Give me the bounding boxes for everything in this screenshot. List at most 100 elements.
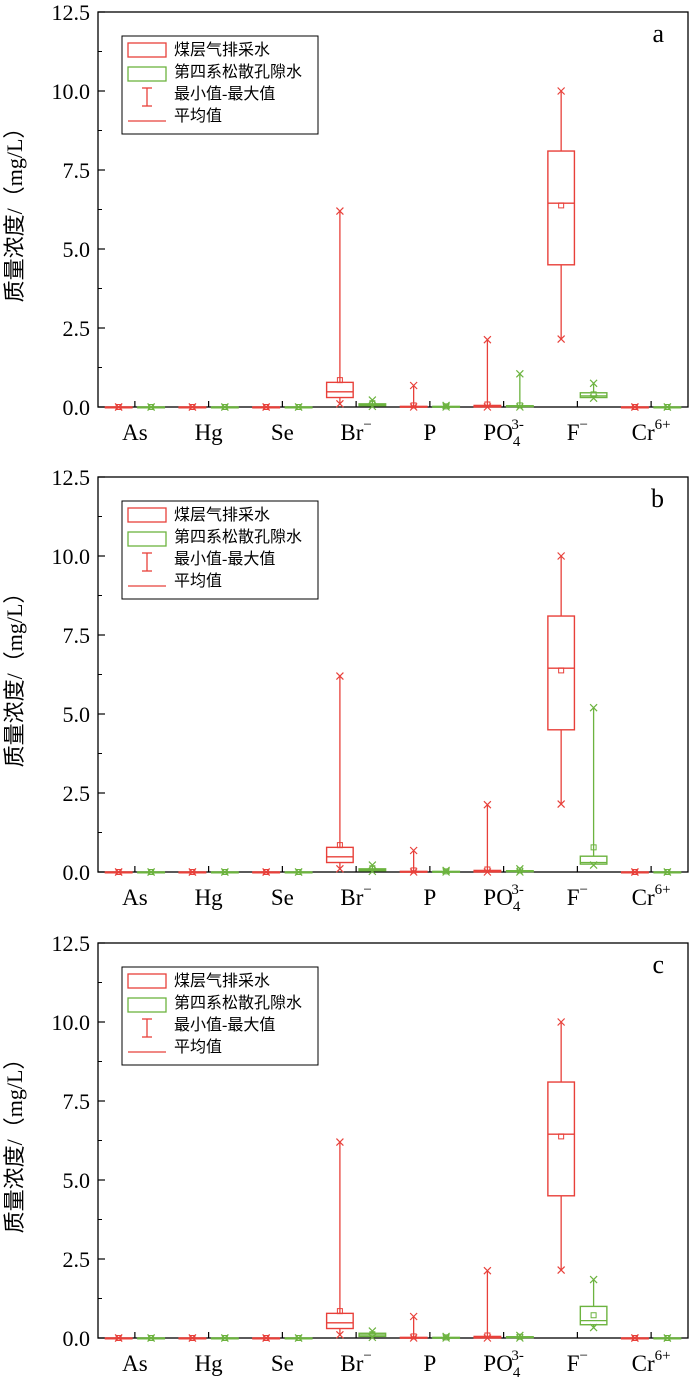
max-marker xyxy=(335,672,344,681)
box-quaternary xyxy=(137,403,166,411)
mean-marker xyxy=(115,869,122,875)
mean-marker xyxy=(631,1335,638,1341)
box-coalbed xyxy=(252,1334,281,1342)
min-marker xyxy=(515,1334,524,1342)
mean-marker xyxy=(590,844,597,851)
mean-marker xyxy=(295,404,302,410)
max-marker xyxy=(442,866,451,875)
legend-item-label: 平均值 xyxy=(174,107,222,125)
min-marker xyxy=(442,868,451,876)
box-iqr xyxy=(325,381,354,399)
min-marker xyxy=(483,868,492,876)
min-marker xyxy=(147,403,156,411)
box-quaternary xyxy=(653,403,682,411)
mean-marker xyxy=(516,402,523,409)
min-marker xyxy=(114,1334,123,1342)
box-quaternary xyxy=(432,401,461,411)
max-marker xyxy=(368,861,377,869)
max-marker xyxy=(368,1327,377,1335)
box-coalbed xyxy=(620,403,649,411)
max-marker xyxy=(368,396,377,404)
max-marker xyxy=(557,87,566,95)
max-marker xyxy=(515,1331,524,1340)
min-marker xyxy=(368,867,377,876)
y-tick-label: 5.0 xyxy=(63,702,91,727)
box-coalbed xyxy=(178,1334,207,1342)
mean-marker xyxy=(443,868,450,875)
x-tick-label: PO43- xyxy=(483,882,523,915)
y-tick-label: 0.0 xyxy=(63,860,91,885)
mean-marker xyxy=(189,1335,196,1341)
legend-item-label: 最小值-最大值 xyxy=(174,550,275,568)
mean-marker xyxy=(443,403,450,410)
x-tick-label: Hg xyxy=(195,420,224,445)
x-tick-label: PO43- xyxy=(483,1348,523,1377)
min-marker xyxy=(515,403,524,411)
min-marker xyxy=(663,868,672,876)
min-marker xyxy=(630,868,639,876)
mean-marker xyxy=(148,404,155,410)
chart-panel-b: 0.0 2.5 5.0 7.5 10.0 12.5 质量浓度/（mg/L） As Hg Se Br−… xyxy=(2,465,689,915)
mean-marker xyxy=(558,202,565,209)
x-tick-label: Br− xyxy=(340,1348,371,1376)
x-tick-label: Br− xyxy=(340,882,371,910)
min-marker xyxy=(262,403,271,411)
mean-marker xyxy=(263,404,270,410)
x-tick-label: Hg xyxy=(195,885,224,910)
y-tick-label: 2.5 xyxy=(63,316,91,341)
box-quaternary xyxy=(284,868,313,876)
x-tick-label: F− xyxy=(567,882,588,910)
y-tick-label: 7.5 xyxy=(63,623,91,648)
min-marker xyxy=(335,864,344,873)
box-iqr xyxy=(579,1305,608,1326)
box-coalbed xyxy=(325,1138,354,1339)
legend-item-label: 第四系松散孔隙水 xyxy=(174,63,302,81)
min-marker xyxy=(220,403,229,411)
x-tick-label: Br− xyxy=(340,417,371,445)
box-coalbed xyxy=(252,868,281,876)
x-tick-label: P xyxy=(423,420,436,445)
legend-swatch-quaternary xyxy=(127,531,167,547)
min-marker xyxy=(294,403,303,411)
box-quaternary xyxy=(358,1327,387,1342)
min-marker xyxy=(220,1334,229,1342)
mean-marker xyxy=(664,1335,671,1341)
y-tick-label: 10.0 xyxy=(52,1010,91,1035)
box-quaternary xyxy=(432,1332,461,1342)
legend-swatch-coalbed xyxy=(127,973,167,989)
min-marker xyxy=(630,403,639,411)
box-quaternary xyxy=(653,1334,682,1342)
max-marker xyxy=(483,1266,492,1275)
box-iqr xyxy=(547,615,576,731)
box-coalbed xyxy=(178,868,207,876)
mean-marker xyxy=(590,391,597,398)
y-tick-label: 10.0 xyxy=(52,544,91,569)
box-quaternary xyxy=(137,1334,166,1342)
mean-marker xyxy=(148,1335,155,1341)
mean-marker xyxy=(443,1334,450,1341)
mean-marker xyxy=(590,1312,597,1319)
legend-item-label: 煤层气排采水 xyxy=(174,506,270,524)
legend-frame xyxy=(121,500,319,600)
mean-marker xyxy=(115,404,122,410)
min-marker xyxy=(335,399,344,408)
mean-marker xyxy=(336,1308,343,1315)
min-marker xyxy=(589,861,598,869)
min-marker xyxy=(262,868,271,876)
y-axis-label: 质量浓度/（mg/L） xyxy=(2,117,27,303)
min-marker xyxy=(589,1323,598,1332)
max-marker xyxy=(589,1275,598,1284)
min-marker xyxy=(114,868,123,876)
mean-marker xyxy=(631,869,638,875)
mean-marker xyxy=(664,404,671,410)
mean-marker xyxy=(295,1335,302,1341)
min-marker xyxy=(515,868,524,876)
y-axis-label: 质量浓度/（mg/L） xyxy=(2,1048,27,1234)
box-coalbed xyxy=(252,403,281,411)
min-marker xyxy=(368,402,377,411)
box-quaternary xyxy=(210,1334,239,1342)
y-tick-label: 12.5 xyxy=(52,465,91,490)
min-marker xyxy=(188,403,197,411)
